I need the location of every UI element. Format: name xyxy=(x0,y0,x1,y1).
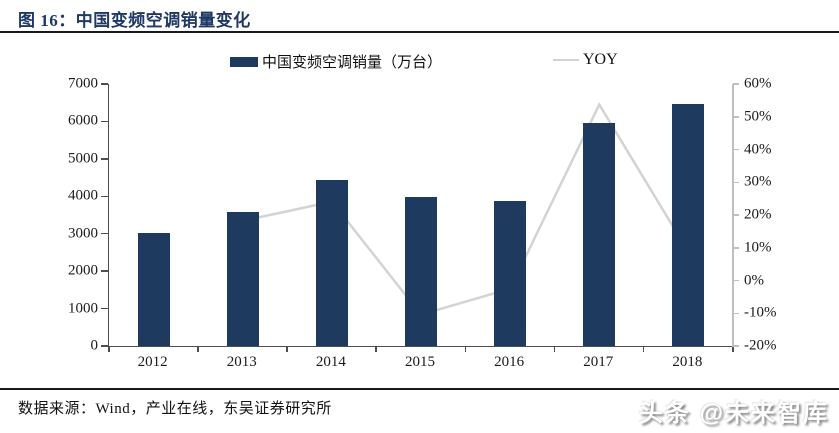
x-axis-label-2013: 2013 xyxy=(226,354,257,370)
bar-2014 xyxy=(315,180,348,346)
right-tick-label-30%: 30% xyxy=(744,173,772,190)
bar-2012 xyxy=(137,232,170,346)
left-tick-mark xyxy=(101,345,108,347)
bar-2016 xyxy=(494,201,527,346)
legend-label-sales: 中国变频空调销量（万台） xyxy=(262,55,443,71)
left-tick-label-6000: 6000 xyxy=(68,112,98,129)
left-tick-label-2000: 2000 xyxy=(68,262,98,279)
left-tick-label-0: 0 xyxy=(90,337,99,354)
left-tick-label-3000: 3000 xyxy=(68,225,98,242)
left-tick-mark xyxy=(101,83,108,85)
left-tick-mark xyxy=(101,120,108,123)
x-axis-label-2014: 2014 xyxy=(315,354,346,370)
x-tick-mark xyxy=(375,347,377,352)
right-tick-label-20%: 20% xyxy=(744,206,772,223)
right-tick-mark xyxy=(733,247,739,249)
left-tick-mark xyxy=(101,158,108,160)
x-tick-mark xyxy=(732,347,734,352)
right-tick-mark xyxy=(733,148,739,151)
x-tick-mark xyxy=(553,347,556,352)
right-tick-mark xyxy=(733,214,739,216)
x-tick-mark xyxy=(108,347,110,352)
legend-label-yoy: YOY xyxy=(583,51,618,68)
x-axis-label-2015: 2015 xyxy=(405,354,435,370)
right-tick-mark xyxy=(733,116,739,118)
right-tick-mark xyxy=(733,279,739,282)
bar-2018 xyxy=(672,103,705,346)
legend-item-yoy: YOY xyxy=(553,51,618,69)
right-tick-label-0%: 0% xyxy=(744,272,764,288)
x-tick-mark xyxy=(642,347,645,352)
left-tick-mark xyxy=(101,307,108,310)
left-tick-label-7000: 7000 xyxy=(68,75,98,92)
left-tick-label-5000: 5000 xyxy=(68,150,98,167)
line-swatch-icon xyxy=(553,58,579,62)
x-axis-label-2017: 2017 xyxy=(583,354,614,370)
watermark: 头条 @未来智库 xyxy=(638,400,829,427)
right-tick-label-10%: 10% xyxy=(744,239,772,256)
legend-item-sales: 中国变频空调销量（万台） xyxy=(230,51,442,72)
left-tick-label-4000: 4000 xyxy=(68,187,98,204)
title-divider xyxy=(0,31,839,33)
left-tick-mark xyxy=(101,195,108,198)
right-tick-label-40%: 40% xyxy=(744,141,772,157)
right-tick-label-60%: 60% xyxy=(744,75,772,92)
right-tick-mark xyxy=(733,312,739,314)
right-tick-label--20%: -20% xyxy=(744,337,777,354)
right-tick-mark xyxy=(733,181,739,183)
x-axis-label-2018: 2018 xyxy=(672,354,703,370)
bar-swatch-icon xyxy=(230,56,258,67)
x-tick-mark xyxy=(286,347,288,352)
footer-divider xyxy=(0,388,839,390)
right-axis xyxy=(732,84,734,347)
right-tick-label-50%: 50% xyxy=(744,108,772,125)
left-tick-label-1000: 1000 xyxy=(68,300,98,317)
left-tick-mark xyxy=(101,232,108,235)
data-source: 数据来源：Wind，产业在线，东吴证券研究所 xyxy=(18,401,332,417)
x-axis-label-2012: 2012 xyxy=(137,354,168,370)
bar-2013 xyxy=(226,212,259,346)
x-tick-mark xyxy=(464,347,467,352)
right-tick-label--10%: -10% xyxy=(744,304,777,321)
x-tick-mark xyxy=(197,347,199,352)
x-axis-label-2016: 2016 xyxy=(494,354,525,370)
left-tick-mark xyxy=(101,270,108,272)
figure-title: 图 16：中国变频空调销量变化 xyxy=(18,11,251,30)
bar-2017 xyxy=(583,123,616,346)
bar-2015 xyxy=(405,197,437,346)
right-tick-mark xyxy=(733,345,739,347)
plot-area xyxy=(108,84,733,347)
right-tick-mark xyxy=(733,83,739,85)
